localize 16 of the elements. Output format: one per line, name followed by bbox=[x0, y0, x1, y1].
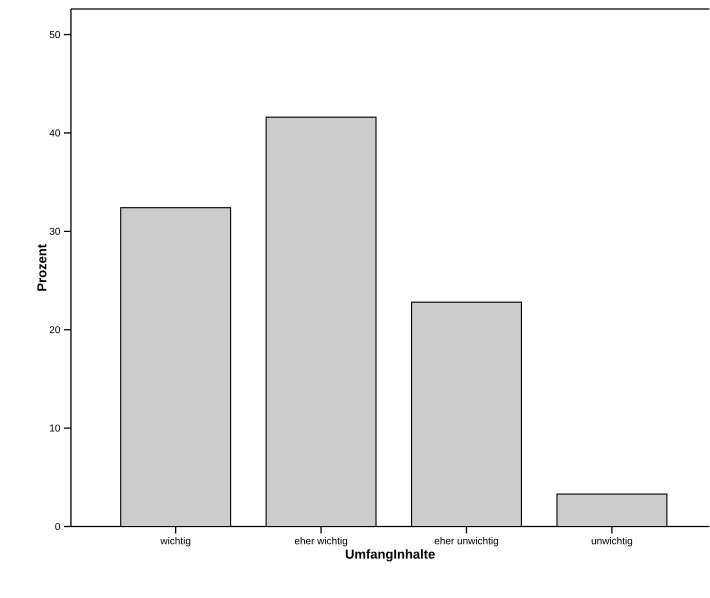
y-tick-label: 20 bbox=[50, 326, 60, 334]
x-tick-label: eher wichtig bbox=[294, 536, 348, 546]
y-tick-label: 30 bbox=[50, 228, 60, 235]
y-tick-label: 40 bbox=[50, 129, 60, 136]
y-axis-title: Prozent bbox=[37, 244, 46, 290]
bar bbox=[266, 116, 377, 526]
y-tick-label: 50 bbox=[50, 30, 60, 38]
bar bbox=[556, 493, 668, 526]
y-tick-label: 0 bbox=[55, 522, 60, 530]
y-tick-label: 10 bbox=[50, 424, 60, 432]
x-axis-title: UmfangInhalte bbox=[346, 548, 435, 562]
bar bbox=[410, 301, 522, 526]
x-tick-label: eher unwichtig bbox=[434, 536, 498, 546]
x-tick-label: unwichtig bbox=[592, 536, 632, 546]
x-tick-label: wichtig bbox=[160, 536, 190, 546]
bar bbox=[120, 206, 232, 526]
